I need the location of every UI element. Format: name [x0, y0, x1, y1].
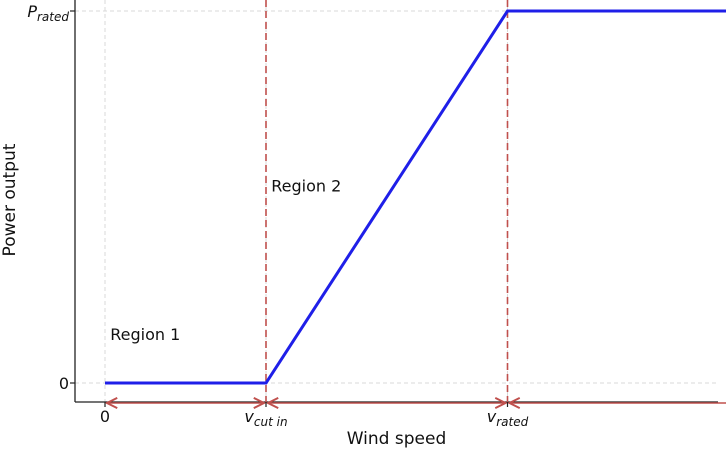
y-tick-label-zero: 0 [59, 374, 69, 393]
x-tick-label-sub: cut in [254, 415, 288, 429]
y-axis-title: Power output [0, 143, 20, 256]
y-tick-label-main: 0 [59, 374, 69, 393]
x-axis-title: Wind speed [347, 429, 447, 449]
region-2-label: Region 2 [271, 176, 341, 195]
x-tick-label-vcutin: vcut in [244, 407, 287, 429]
y-tick-label-main: P [27, 2, 37, 21]
y-tick-label-sub: rated [37, 10, 69, 24]
power-curve-series-0 [105, 11, 726, 383]
x-tick-label-sub: rated [496, 415, 528, 429]
x-tick-label-vrated: vrated [487, 407, 529, 429]
x-tick-label-main: 0 [100, 407, 110, 426]
region-1-label: Region 1 [110, 325, 180, 344]
y-tick-label-prated: Prated [27, 2, 69, 24]
x-tick-label-zero: 0 [100, 407, 110, 426]
